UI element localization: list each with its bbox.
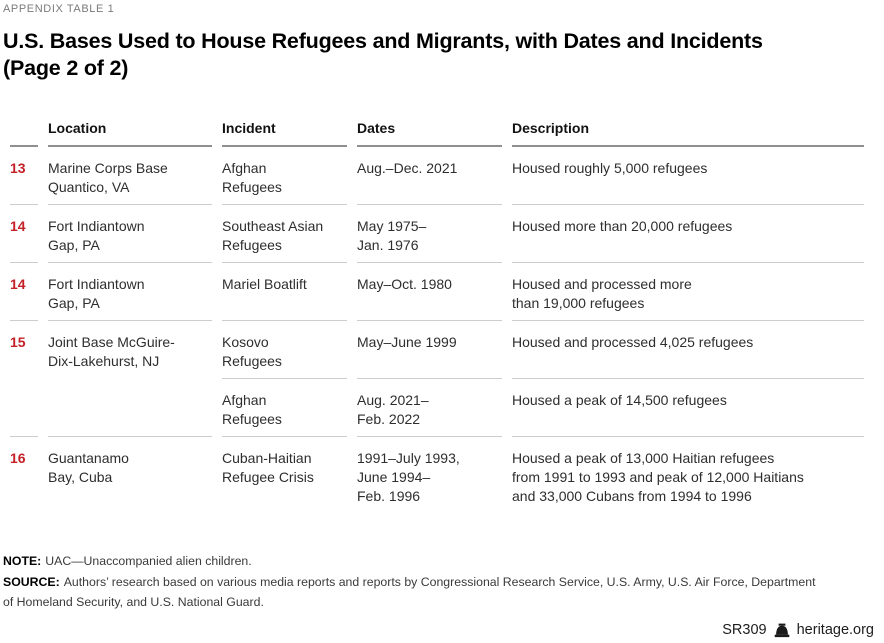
appendix-label: APPENDIX TABLE 1 [3,3,115,15]
incident-cell: Mariel Boatlift [222,263,347,321]
incident-cell: Southeast Asian Refugees [222,205,347,263]
incident-cell: Afghan Refugees [222,147,347,205]
location-cell: Marine Corps Base Quantico, VA [48,147,212,205]
description-cell: Housed a peak of 13,000 Haitian refugees… [512,450,804,504]
note-label: NOTE: [3,554,42,568]
location-cell: Joint Base McGuire- Dix-Lakehurst, NJ [48,321,212,437]
page-title-line-1: U.S. Bases Used to House Refugees and Mi… [3,29,763,53]
row-number: 15 [10,321,38,437]
table-sub-row: Afghan Refugees Aug. 2021– Feb. 2022 Hou… [10,379,864,437]
column-header-description: Description [512,112,864,147]
note-line: NOTE: UAC—Unaccompanied alien children. [3,551,876,571]
table-row: 14 Fort Indiantown Gap, PA Southeast Asi… [10,205,864,263]
table-row: 13 Marine Corps Base Quantico, VA Afghan… [10,147,864,205]
location-cell: Fort Indiantown Gap, PA [48,205,212,263]
table-row: 15 Joint Base McGuire- Dix-Lakehurst, NJ… [10,321,864,437]
row-number-column-header [10,112,38,147]
source-text: Authors’ research based on various media… [3,575,816,609]
dates-cell: May–June 1999 [357,321,502,379]
location-cell: Fort Indiantown Gap, PA [48,263,212,321]
page-title: U.S. Bases Used to House Refugees and Mi… [3,28,876,82]
dates-cell: May 1975– Jan. 1976 [357,205,502,263]
dates-cell: Aug. 2021– Feb. 2022 [357,379,502,437]
report-page: APPENDIX TABLE 1 U.S. Bases Used to Hous… [0,3,876,612]
report-footer: SR309 heritage.org [722,622,874,638]
notes-section: NOTE: UAC—Unaccompanied alien children. S… [3,551,876,612]
incident-cell: Afghan Refugees [222,379,347,437]
dates-cell: 1991–July 1993, June 1994– Feb. 1996 [357,450,460,504]
description-cell: Housed a peak of 14,500 refugees [512,379,864,437]
table-row: 16 Guantanamo Bay, Cuba Cuban-Haitian Re… [10,437,864,513]
table-row: 14 Fort Indiantown Gap, PA Mariel Boatli… [10,263,864,321]
row-number: 13 [10,147,38,205]
column-header-dates: Dates [357,112,502,147]
dates-cell: May–Oct. 1980 [357,263,502,321]
location-cell: Guantanamo Bay, Cuba [48,450,129,485]
column-header-incident: Incident [222,112,347,147]
source-line: SOURCE: Authors’ research based on variou… [3,572,876,612]
dates-cell: Aug.–Dec. 2021 [357,147,502,205]
note-text: UAC—Unaccompanied alien children. [45,554,252,568]
table-header-row: Location Incident Dates Description [10,112,864,147]
source-label: SOURCE: [3,575,60,589]
incident-cell: Kosovo Refugees [222,321,347,379]
row-number: 16 [10,450,26,466]
description-cell: Housed more than 20,000 refugees [512,205,864,263]
column-header-location: Location [48,112,212,147]
bases-table: Location Incident Dates Description 13 M… [0,112,874,513]
heritage-bell-icon [774,623,790,638]
page-title-line-2: (Page 2 of 2) [3,56,129,80]
row-number: 14 [10,205,38,263]
description-cell: Housed and processed 4,025 refugees [512,321,864,379]
description-cell: Housed and processed more than 19,000 re… [512,263,864,321]
report-id: SR309 [722,622,767,638]
row-number: 14 [10,263,38,321]
description-cell: Housed roughly 5,000 refugees [512,147,864,205]
site-domain: heritage.org [796,622,874,638]
incident-cell: Cuban-Haitian Refugee Crisis [222,450,314,485]
